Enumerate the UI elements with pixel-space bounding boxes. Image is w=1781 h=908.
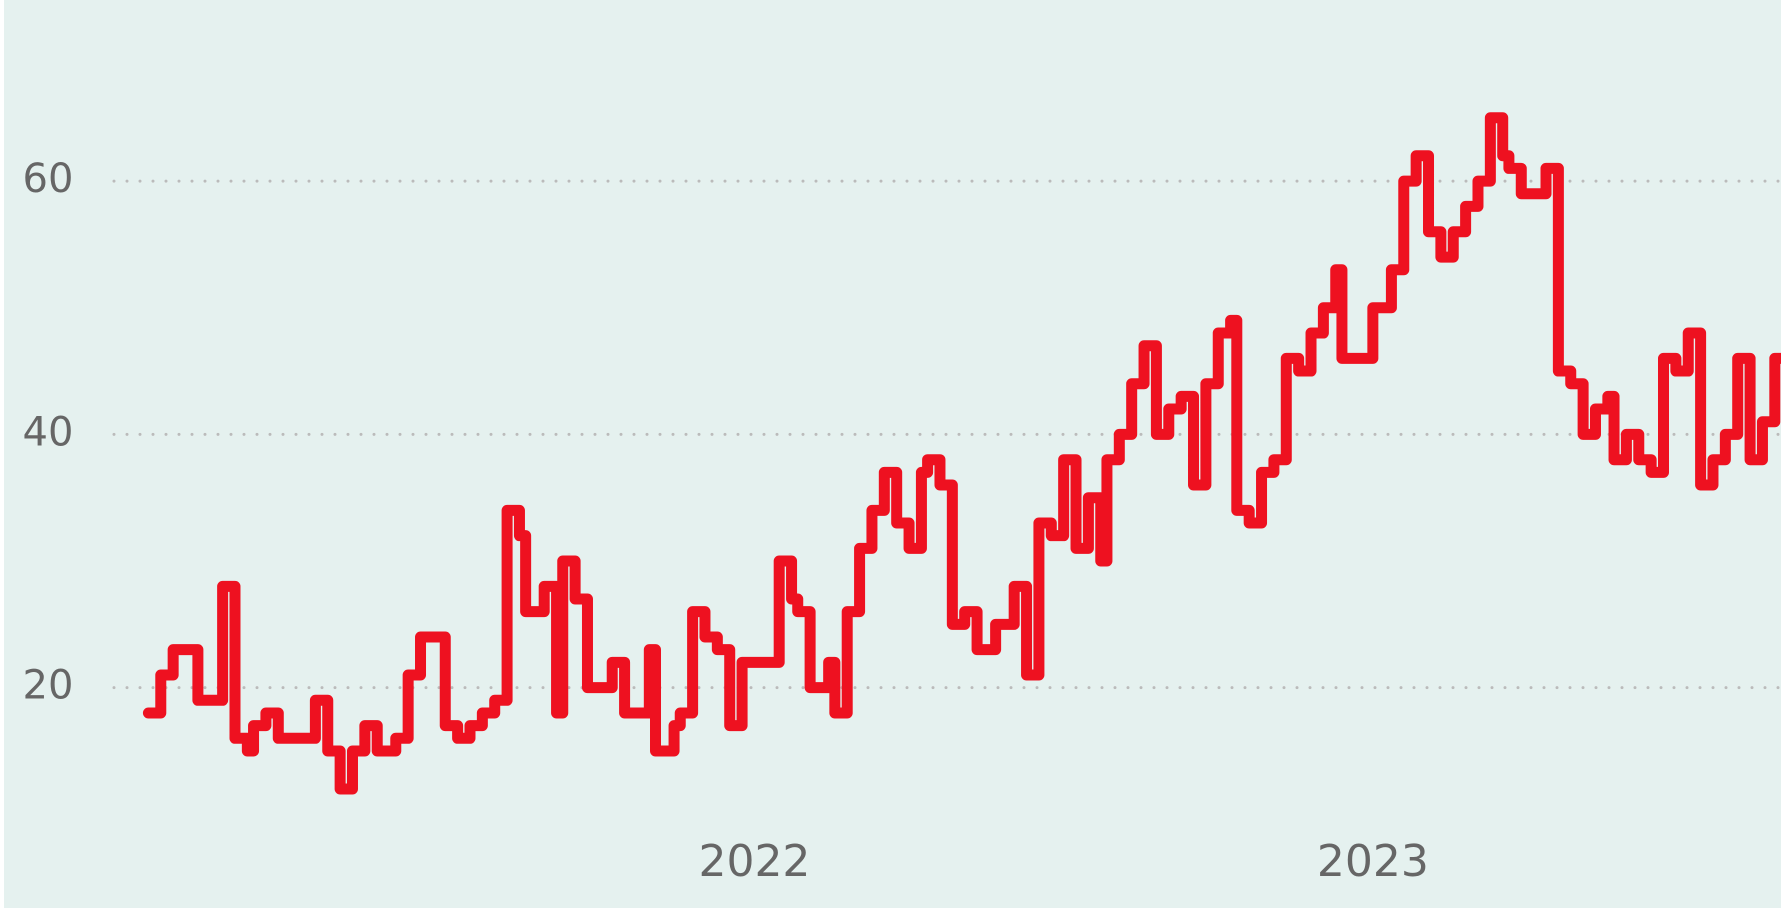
- y-tick-label: 20: [23, 663, 74, 709]
- y-tick-label: 60: [23, 156, 74, 202]
- plot-background: [4, 0, 1781, 908]
- x-tick-label: 2022: [698, 836, 810, 887]
- x-tick-label: 2023: [1317, 836, 1429, 887]
- step-line: [142, 112, 1781, 795]
- y-tick-label: 40: [23, 409, 74, 455]
